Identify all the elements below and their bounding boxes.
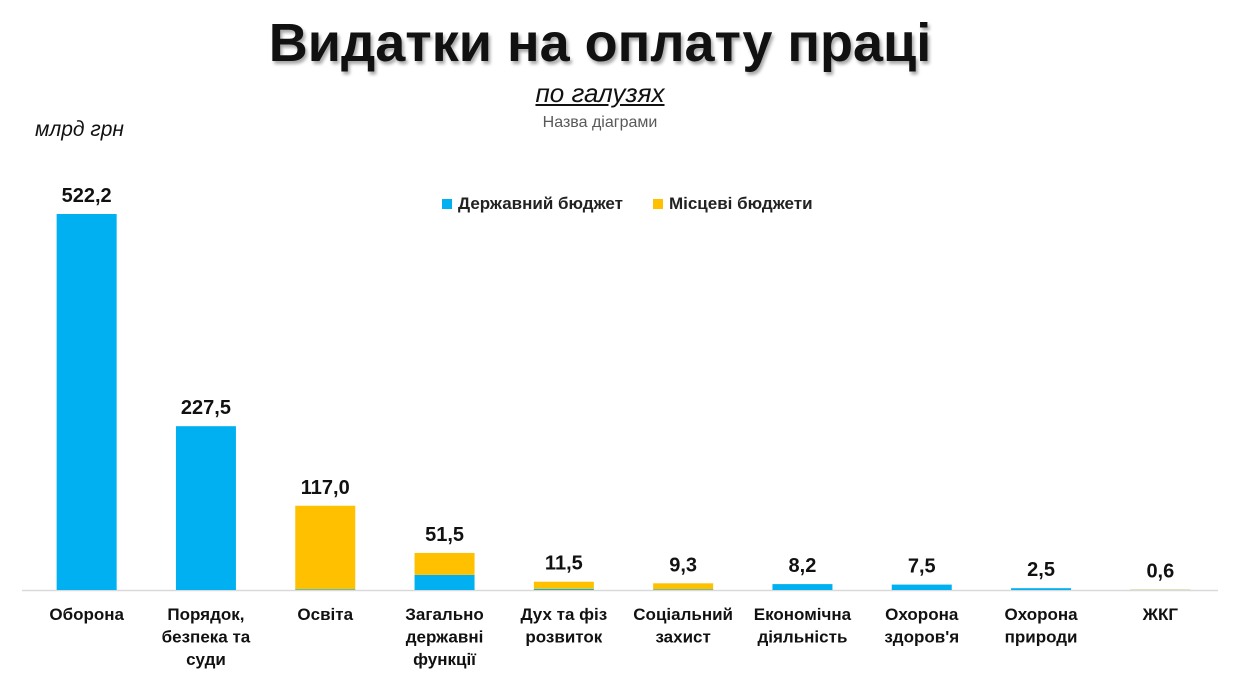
data-label-8: 2,5: [1027, 559, 1055, 581]
category-label-line: розвиток: [525, 628, 602, 647]
category-label-line: природи: [1005, 628, 1078, 647]
category-label-line: Дух та фіз: [520, 605, 607, 624]
category-label-line: захист: [655, 628, 710, 647]
data-label-6: 8,2: [789, 555, 817, 577]
legend-label-state: Державний бюджет: [458, 194, 623, 213]
legend-item-local: Місцеві бюджети: [652, 194, 813, 214]
category-label-5: Соціальний захист: [633, 605, 733, 647]
category-label-line: Економічна: [754, 605, 852, 624]
bar-local-2: [295, 505, 356, 590]
bar-state-4: [533, 588, 594, 590]
category-label-1: Порядок, безпека та суди: [162, 605, 251, 669]
bar-state-0: [56, 214, 117, 590]
category-label-line: Освіта: [297, 605, 353, 624]
category-label-line: Охорона: [1004, 605, 1078, 624]
bar-state-1: [175, 426, 236, 590]
data-label-0: 522,2: [62, 185, 112, 207]
category-label-line: Охорона: [885, 605, 959, 624]
category-label-line: ЖКГ: [1142, 605, 1179, 624]
category-label-line: Загально: [405, 605, 484, 624]
bar-state-5: [653, 589, 714, 590]
category-label-line: діяльність: [757, 628, 847, 647]
category-label-line: суди: [186, 650, 226, 669]
chart-placeholder-title: Назва діаграми: [542, 114, 658, 131]
bar-state-2: [295, 589, 356, 590]
legend-swatch-state: [442, 199, 452, 209]
data-label-7: 7,5: [908, 556, 936, 578]
category-label-0: Оборона: [49, 605, 124, 624]
bar-local-4: [533, 581, 594, 589]
chart-subtitle: по галузях: [535, 78, 665, 108]
category-label-6: Економічна діяльність: [754, 605, 852, 647]
category-label-2: Освіта: [297, 605, 353, 624]
bar-state-6: [772, 584, 833, 590]
category-label-7: Охорона здоров'я: [884, 605, 959, 647]
data-label-1: 227,5: [181, 397, 231, 419]
data-label-5: 9,3: [669, 554, 697, 576]
category-label-8: Охорона природи: [1004, 605, 1078, 647]
category-label-4: Дух та фіз розвиток: [520, 605, 607, 647]
unit-label: млрд грн: [35, 118, 124, 141]
legend-swatch-local: [652, 199, 663, 209]
category-label-line: Порядок,: [167, 605, 244, 624]
category-label-line: Оборона: [49, 605, 124, 624]
bar-local-3: [414, 552, 475, 575]
data-label-4: 11,5: [545, 553, 583, 575]
category-label-9: ЖКГ: [1142, 605, 1179, 624]
category-label-line: державні: [406, 628, 484, 647]
bar-state-7: [891, 584, 952, 590]
category-label-line: здоров'я: [884, 628, 959, 647]
bar-state-8: [1011, 588, 1072, 590]
legend: Державний бюджет Місцеві бюджети: [442, 194, 813, 214]
category-label-line: Соціальний: [633, 605, 733, 624]
data-label-9: 0,6: [1146, 561, 1174, 583]
bar-state-3: [414, 574, 475, 590]
legend-item-state: Державний бюджет: [442, 194, 623, 214]
chart-title: Видатки на оплату праці: [268, 13, 932, 73]
bar-local-5: [653, 583, 714, 590]
legend-label-local: Місцеві бюджети: [668, 194, 813, 213]
category-label-line: безпека та: [162, 628, 251, 647]
category-label-line: функції: [413, 650, 477, 669]
category-label-3: Загально державні функції: [405, 605, 484, 669]
data-label-2: 117,0: [301, 477, 350, 499]
data-label-3: 51,5: [425, 524, 464, 546]
